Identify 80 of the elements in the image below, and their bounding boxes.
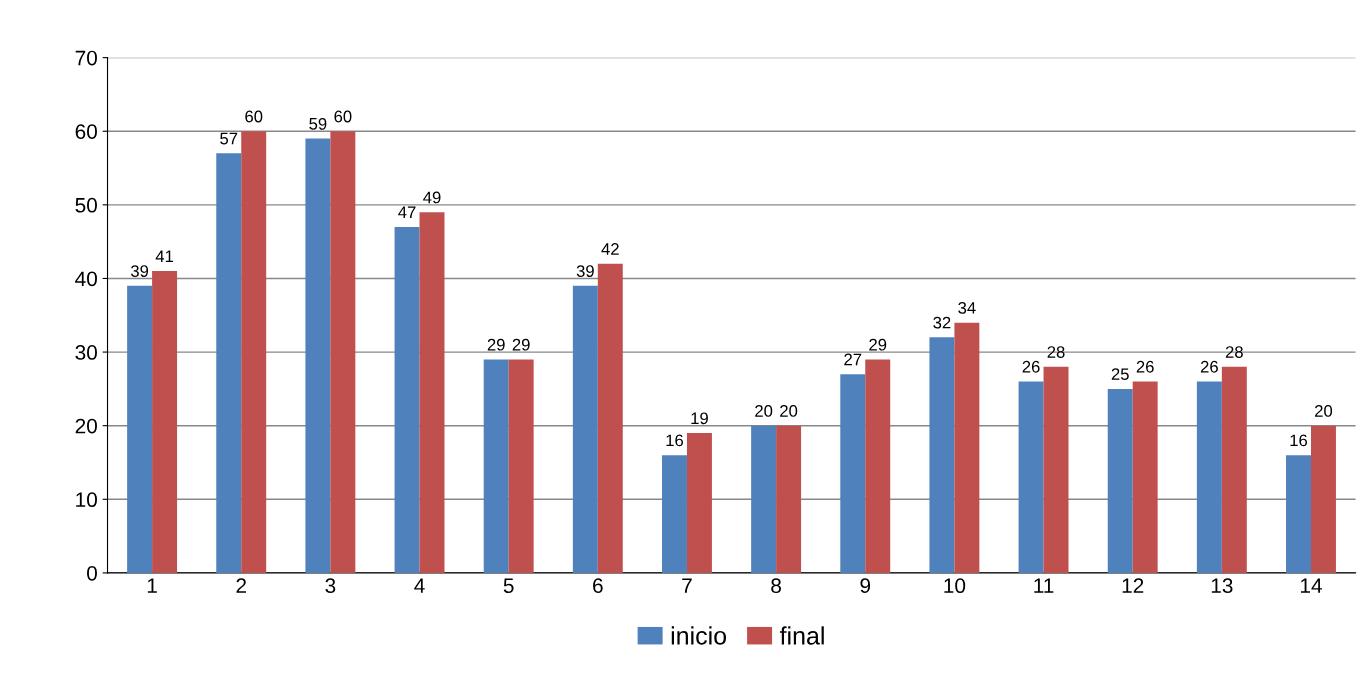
data-label: 28	[1225, 346, 1243, 358]
bar	[483, 359, 509, 573]
x-tick-label: 3	[325, 578, 336, 594]
data-label: 32	[933, 316, 951, 329]
legend-label: final	[779, 626, 824, 645]
bar	[1286, 455, 1311, 573]
bar	[1043, 366, 1069, 573]
x-tick-label: 14	[1300, 578, 1322, 593]
x-tick-label: 4	[414, 578, 425, 593]
y-tick-label: 40	[75, 271, 97, 287]
bar	[597, 263, 623, 573]
bar	[1132, 381, 1158, 573]
bar	[216, 153, 242, 573]
y-tick-label: 60	[75, 124, 97, 139]
data-label: 26	[1022, 360, 1040, 373]
data-label: 27	[844, 353, 862, 366]
y-tick-label: 50	[75, 197, 97, 213]
x-tick-label: 8	[771, 578, 781, 594]
x-tick-label: 5	[503, 578, 514, 594]
data-label: 47	[398, 206, 416, 218]
x-tick-label: 13	[1211, 578, 1233, 594]
data-label: 34	[958, 301, 976, 314]
data-label: 57	[220, 132, 238, 145]
x-tick-label: 11	[1034, 578, 1054, 593]
x-tick-label: 12	[1122, 578, 1144, 593]
y-tick-label: 70	[75, 50, 97, 66]
y-tick-label: 20	[75, 418, 97, 434]
data-label: 20	[1315, 405, 1333, 417]
legend-label: inicio	[671, 626, 727, 645]
data-label: 39	[576, 265, 594, 277]
data-label: 60	[334, 110, 352, 123]
x-tick-label: 1	[147, 578, 157, 593]
bar	[241, 131, 267, 573]
bar	[865, 359, 891, 573]
y-tick-label: 30	[75, 345, 97, 360]
bar	[1107, 388, 1133, 573]
data-label: 26	[1200, 360, 1218, 373]
bar	[572, 285, 598, 573]
data-label: 16	[1290, 434, 1308, 447]
data-label: 29	[487, 338, 505, 351]
bar	[419, 212, 445, 573]
data-label: 16	[666, 434, 684, 447]
data-label: 49	[423, 191, 441, 204]
data-label: 19	[691, 412, 708, 425]
data-label: 41	[155, 250, 174, 263]
bar	[751, 425, 777, 573]
bar	[1196, 381, 1222, 573]
data-label: 60	[245, 110, 263, 123]
bar	[152, 271, 178, 573]
bar	[127, 285, 153, 573]
x-tick-label: 6	[593, 578, 603, 594]
data-label: 29	[512, 338, 530, 351]
data-label: 20	[780, 405, 798, 417]
data-label: 28	[1047, 346, 1065, 358]
x-tick-label: 2	[236, 578, 246, 593]
data-label: 25	[1111, 368, 1129, 381]
bar	[929, 337, 955, 573]
bar	[776, 425, 802, 573]
data-label: 42	[601, 243, 619, 255]
bar	[394, 226, 420, 573]
x-tick-label: 9	[860, 578, 871, 594]
data-label: 59	[309, 117, 327, 130]
bar	[508, 359, 534, 573]
data-label: 26	[1136, 360, 1154, 373]
data-label: 20	[755, 405, 773, 417]
y-tick-label: 0	[87, 565, 97, 581]
bar	[686, 433, 712, 573]
bar	[1310, 425, 1336, 573]
data-label: 29	[869, 338, 887, 351]
y-tick-label: 10	[76, 492, 97, 508]
bar	[1018, 381, 1044, 573]
bar	[305, 138, 331, 573]
x-tick-label: 10	[944, 578, 966, 594]
bar	[662, 455, 687, 573]
x-tick-label: 7	[682, 578, 692, 593]
bar	[1221, 366, 1247, 573]
bar	[840, 374, 866, 573]
bar	[330, 131, 356, 573]
data-label: 39	[130, 265, 149, 277]
bar	[954, 322, 980, 573]
